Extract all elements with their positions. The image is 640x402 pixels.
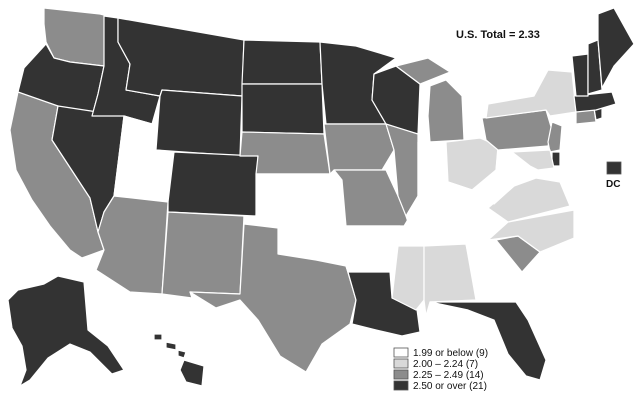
state-nd bbox=[241, 39, 323, 85]
state-fl bbox=[429, 301, 547, 381]
state-az bbox=[95, 195, 169, 295]
legend-label-1: 1.99 or below (9) bbox=[413, 348, 488, 359]
state-hi-4 bbox=[179, 359, 205, 387]
legend-swatch-3 bbox=[393, 369, 409, 380]
us-total-label: U.S. Total = 2.33 bbox=[456, 29, 540, 41]
state-ar bbox=[341, 225, 401, 273]
state-mo bbox=[333, 169, 411, 227]
state-la bbox=[347, 271, 421, 337]
states-layer bbox=[7, 7, 635, 387]
state-ms bbox=[391, 245, 425, 311]
state-nm bbox=[161, 211, 245, 299]
state-ak bbox=[7, 275, 125, 387]
state-dc bbox=[606, 161, 622, 175]
state-hi-2 bbox=[165, 341, 177, 351]
state-hi-1 bbox=[153, 333, 163, 341]
legend-swatch-2 bbox=[393, 358, 409, 369]
state-vt bbox=[571, 53, 589, 97]
state-wv bbox=[479, 149, 531, 205]
state-tx bbox=[189, 223, 357, 373]
dc-label: DC bbox=[606, 179, 620, 190]
map-legend: 1.99 or below (9) 2.00 – 2.24 (7) 2.25 –… bbox=[393, 347, 488, 392]
state-ny bbox=[485, 69, 577, 119]
legend-swatch-4 bbox=[393, 380, 409, 391]
legend-label-4: 2.50 or over (21) bbox=[413, 381, 487, 392]
state-nc bbox=[487, 209, 575, 253]
state-ks bbox=[255, 173, 343, 219]
state-mi bbox=[427, 79, 465, 143]
state-hi-3 bbox=[177, 349, 187, 359]
state-me bbox=[597, 7, 635, 89]
state-ky bbox=[405, 181, 489, 229]
state-md bbox=[511, 149, 555, 171]
state-ma bbox=[573, 91, 617, 113]
state-wy bbox=[155, 89, 243, 157]
state-mi-up bbox=[395, 57, 451, 85]
legend-label-3: 2.25 – 2.49 (14) bbox=[413, 370, 484, 381]
state-ia bbox=[323, 123, 395, 175]
legend-label-2: 2.00 – 2.24 (7) bbox=[413, 359, 478, 370]
state-co bbox=[167, 151, 259, 217]
legend-swatch-1 bbox=[393, 347, 409, 358]
state-ga bbox=[465, 239, 525, 303]
state-nh bbox=[587, 39, 603, 95]
state-nj bbox=[547, 121, 563, 153]
state-mt bbox=[117, 17, 245, 97]
state-sd bbox=[241, 83, 325, 135]
